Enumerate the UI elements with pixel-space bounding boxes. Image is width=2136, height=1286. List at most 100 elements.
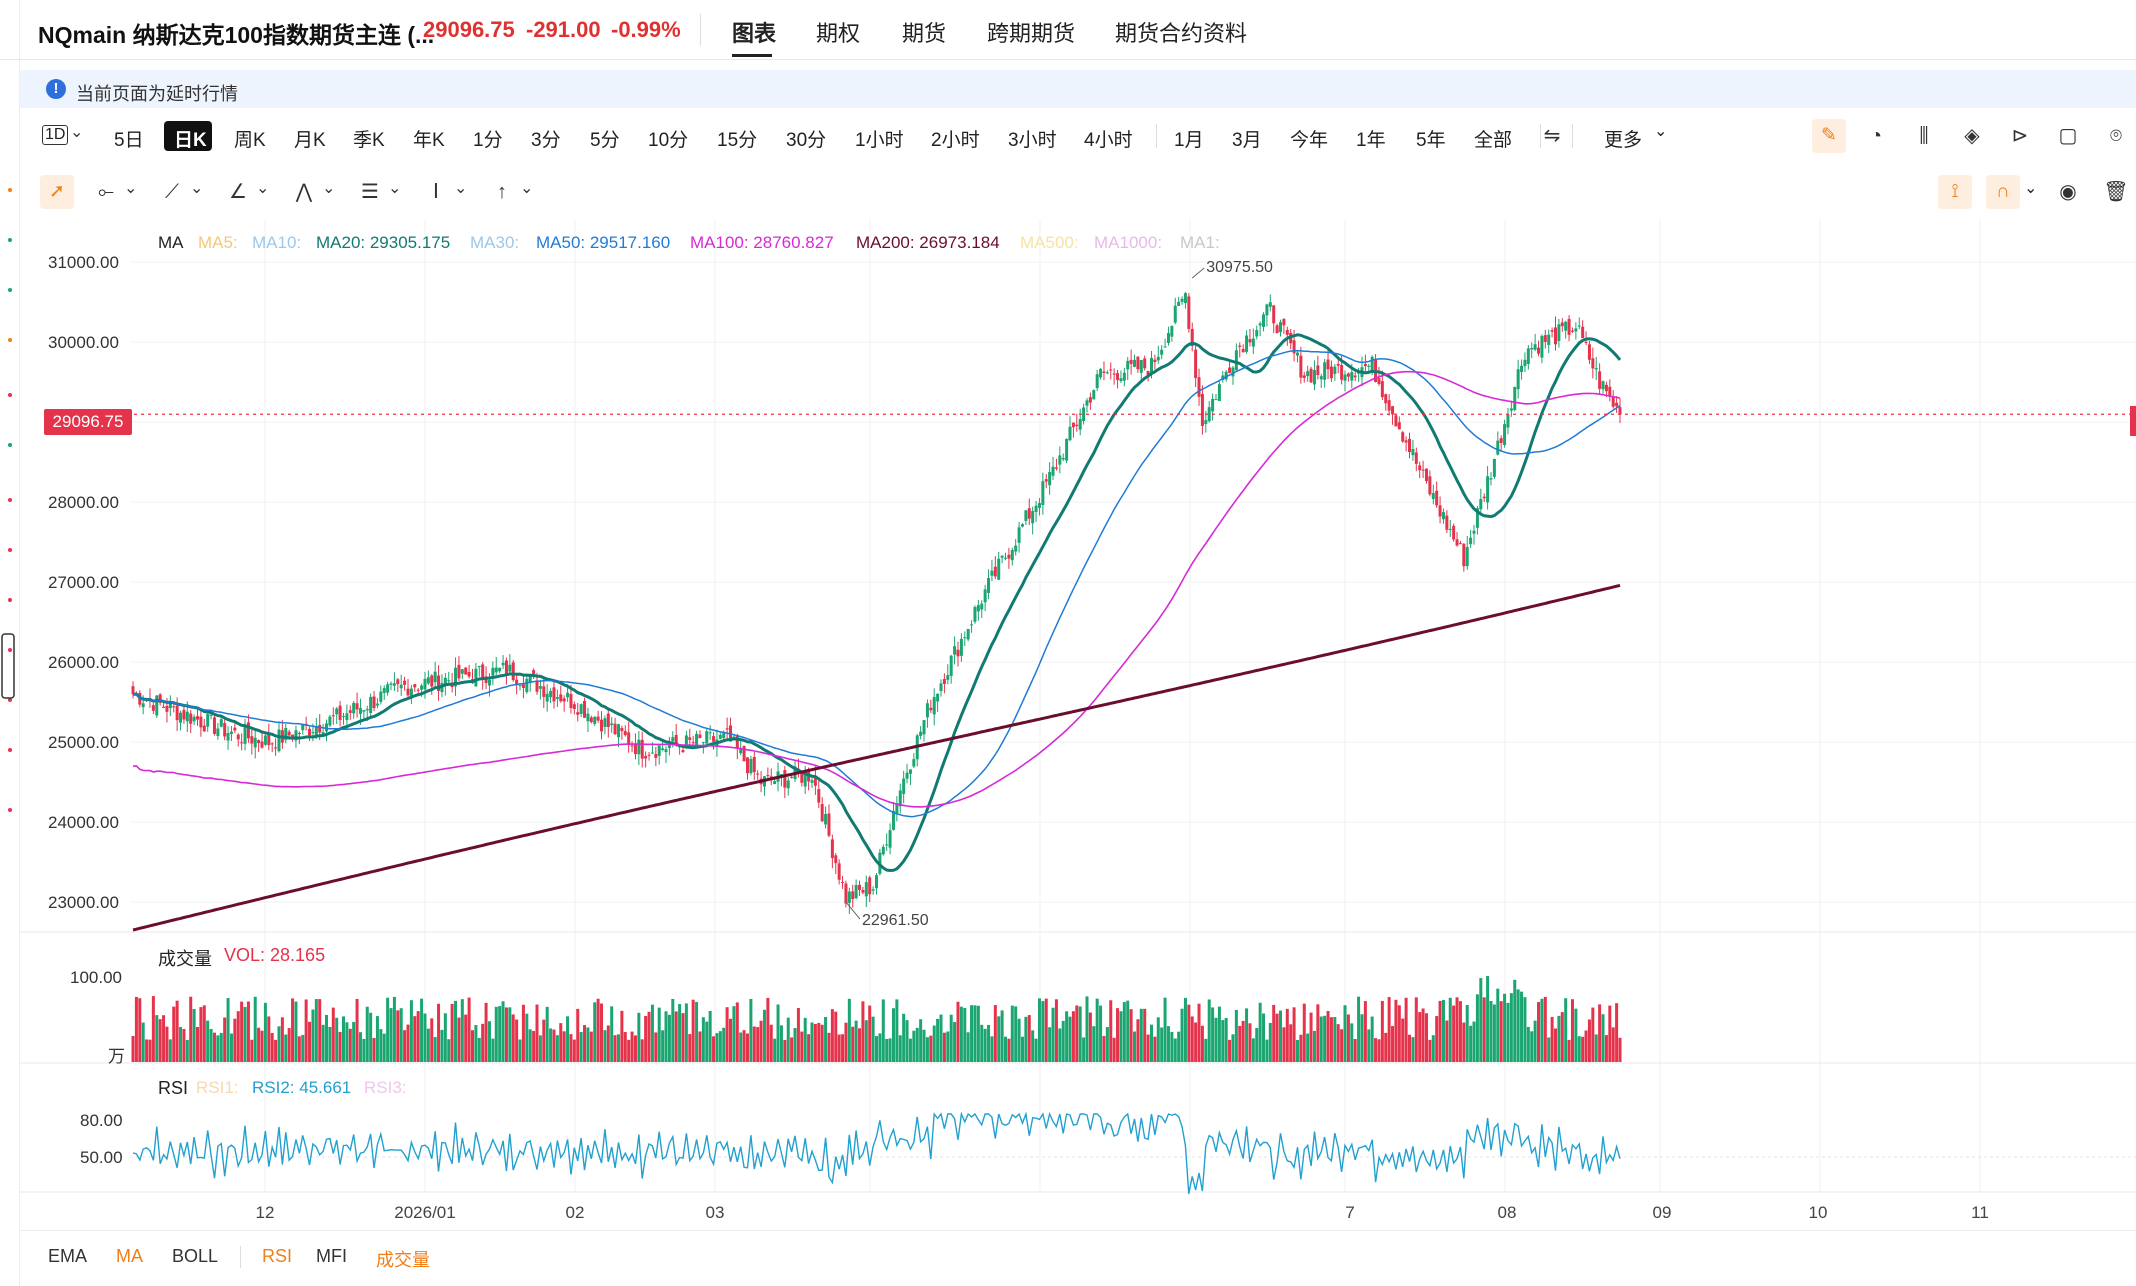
volume-bar bbox=[919, 1019, 923, 1062]
arrow-up-icon[interactable]: ↑ bbox=[497, 181, 507, 203]
chevron-down-icon[interactable]: ⌄ bbox=[2024, 180, 2038, 197]
pin-draw-icon[interactable]: ⟟ bbox=[1938, 175, 1972, 209]
volume-bar bbox=[1177, 1031, 1181, 1062]
timeframe-14[interactable]: 3小时 bbox=[1008, 130, 1057, 151]
chevron-down-icon[interactable]: ⌄ bbox=[124, 180, 138, 197]
timeframe-17[interactable]: 3月 bbox=[1232, 130, 1262, 151]
period-picker-icon[interactable]: 1D bbox=[42, 125, 69, 145]
timeframe-11[interactable]: 30分 bbox=[786, 130, 827, 151]
square-icon[interactable]: ▢ bbox=[2058, 125, 2078, 147]
timeframe-4[interactable]: 季K bbox=[353, 130, 385, 151]
tab-chart[interactable]: 图表 bbox=[732, 21, 777, 46]
volume-bar bbox=[1265, 1039, 1269, 1062]
chevron-down-icon[interactable]: ⌄ bbox=[322, 180, 336, 197]
volume-bar bbox=[420, 998, 424, 1062]
volume-bar bbox=[389, 1008, 393, 1062]
timeframe-0[interactable]: 5日 bbox=[114, 130, 144, 151]
chevron-down-icon[interactable]: ⌄ bbox=[70, 124, 84, 141]
tab-options[interactable]: 期权 bbox=[816, 21, 861, 46]
candle-body bbox=[1241, 348, 1245, 353]
calendar-range-icon[interactable]: ⇋ bbox=[1543, 125, 1561, 147]
pattern-icon[interactable]: ⋀ bbox=[295, 181, 313, 203]
timeframe-21[interactable]: 全部 bbox=[1474, 130, 1513, 151]
candle-body bbox=[1462, 543, 1466, 567]
tab-futures[interactable]: 期货 bbox=[902, 21, 947, 46]
timeframe-10[interactable]: 15分 bbox=[717, 130, 758, 151]
volume-bar bbox=[939, 1014, 943, 1062]
timeframe-18[interactable]: 今年 bbox=[1290, 130, 1329, 151]
volume-bar bbox=[963, 1007, 967, 1062]
volume-bar bbox=[678, 1004, 682, 1062]
candle-body bbox=[1465, 547, 1469, 567]
camera-icon[interactable]: ⌾ bbox=[2110, 125, 2122, 147]
candle-body bbox=[236, 734, 240, 740]
candle-body bbox=[1031, 511, 1035, 524]
eye-icon[interactable]: ◉ bbox=[2059, 181, 2077, 203]
indicator-ma[interactable]: MA bbox=[116, 1246, 143, 1266]
volume-bar bbox=[603, 1030, 607, 1062]
text-format-icon[interactable]: ☰ bbox=[361, 181, 379, 203]
candle-body bbox=[830, 839, 834, 859]
indicator-rsi[interactable]: RSI bbox=[262, 1246, 293, 1266]
candle-body bbox=[1316, 365, 1320, 376]
timeframe-16[interactable]: 1月 bbox=[1174, 130, 1204, 151]
pen-icon[interactable]: ✎ bbox=[1812, 119, 1846, 153]
last-price: 29096.75 bbox=[423, 17, 515, 42]
timeframe-7[interactable]: 3分 bbox=[531, 130, 561, 151]
chevron-down-icon[interactable]: ⌄ bbox=[190, 180, 204, 197]
time-axis-label: 7 bbox=[1345, 1203, 1354, 1222]
replay-icon[interactable]: ⊳ bbox=[2011, 125, 2029, 147]
chevron-down-icon[interactable]: ⌄ bbox=[256, 180, 270, 197]
timeframe-9[interactable]: 10分 bbox=[648, 130, 689, 151]
indicator-volume[interactable]: 成交量 bbox=[376, 1250, 430, 1270]
timeframe-5[interactable]: 年K bbox=[413, 130, 445, 151]
candle-body bbox=[698, 734, 702, 739]
chevron-down-icon[interactable]: ⌄ bbox=[454, 180, 468, 197]
brush-icon[interactable]: ⟋ bbox=[165, 181, 179, 203]
angle-icon[interactable]: ∠ bbox=[229, 181, 247, 203]
layers-icon[interactable]: ◈ bbox=[1964, 125, 1980, 147]
tab-contract-info[interactable]: 期货合约资料 bbox=[1115, 21, 1248, 46]
tab-calendar-spread[interactable]: 跨期期货 bbox=[987, 21, 1076, 46]
text-cursor-icon[interactable]: Ⅰ bbox=[433, 181, 439, 203]
timeframe-13[interactable]: 2小时 bbox=[931, 130, 980, 151]
timeframe-8[interactable]: 5分 bbox=[590, 130, 620, 151]
candle-body bbox=[331, 715, 335, 717]
candle-body bbox=[1340, 365, 1344, 380]
volume-bar bbox=[987, 1024, 991, 1062]
candle-body bbox=[1506, 414, 1510, 428]
indicator-ema[interactable]: EMA bbox=[48, 1246, 88, 1266]
volume-bar bbox=[1458, 1001, 1462, 1062]
timeframe-15[interactable]: 4小时 bbox=[1084, 130, 1133, 151]
candles-icon[interactable]: ⫼ bbox=[1919, 125, 1929, 147]
volume-bar bbox=[525, 1013, 529, 1062]
candle-body bbox=[1102, 371, 1106, 373]
volume-bar bbox=[406, 1024, 410, 1062]
volume-bar bbox=[773, 1038, 777, 1062]
candle-body bbox=[250, 736, 254, 744]
symbol-title[interactable]: NQmain 纳斯达克100指数期货主连 (... bbox=[38, 22, 435, 48]
chevron-down-icon[interactable]: ⌄ bbox=[520, 180, 534, 197]
chevron-down-icon[interactable]: ⌄ bbox=[388, 180, 402, 197]
indicator-mfi[interactable]: MFI bbox=[316, 1246, 347, 1266]
candle-body bbox=[1173, 305, 1177, 323]
candle-body bbox=[1329, 366, 1333, 379]
magnet-icon[interactable]: ∩ bbox=[1986, 175, 2020, 209]
line-tool-icon[interactable]: ⟜ bbox=[98, 181, 114, 203]
candle-body bbox=[837, 863, 841, 880]
chevron-down-icon[interactable]: ⌄ bbox=[1654, 123, 1668, 140]
timeframe-12[interactable]: 1小时 bbox=[855, 130, 904, 151]
timeframe-20[interactable]: 5年 bbox=[1416, 130, 1446, 151]
cursor-icon[interactable]: ➚ bbox=[40, 175, 74, 209]
gauge-icon[interactable]: ◔ bbox=[1869, 125, 1883, 147]
trash-icon[interactable]: 🗑 bbox=[2103, 181, 2129, 203]
timeframe-3[interactable]: 月K bbox=[294, 130, 326, 151]
more-button[interactable]: 更多 bbox=[1604, 130, 1643, 151]
timeframe-19[interactable]: 1年 bbox=[1356, 130, 1386, 151]
indicator-boll[interactable]: BOLL bbox=[172, 1246, 219, 1266]
timeframe-6[interactable]: 1分 bbox=[473, 130, 503, 151]
candle-body bbox=[1163, 346, 1167, 348]
timeframe-1[interactable]: 日K bbox=[174, 130, 207, 151]
timeframe-2[interactable]: 周K bbox=[234, 130, 266, 151]
